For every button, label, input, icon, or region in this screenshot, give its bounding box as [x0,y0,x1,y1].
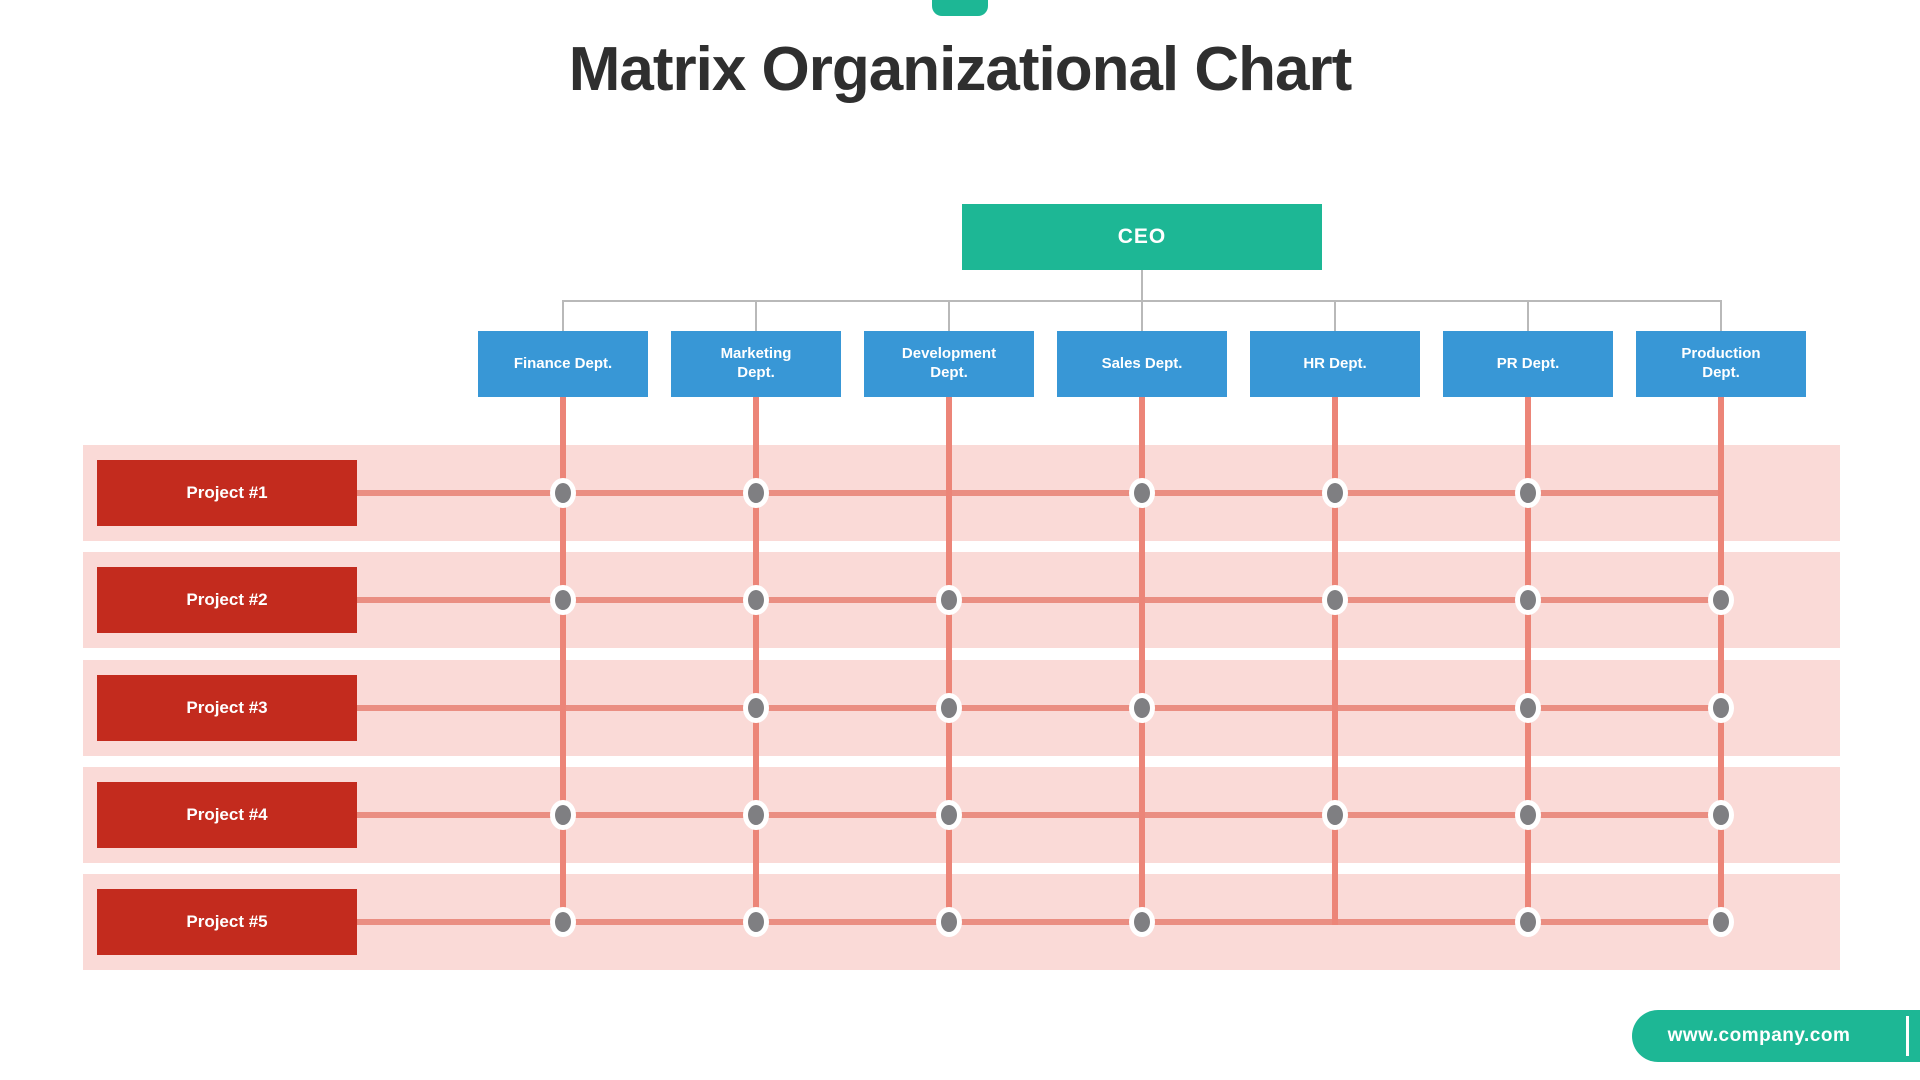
project-row-line-5 [357,919,1724,925]
assignment-dot [743,693,769,723]
pill-divider [1906,1016,1909,1056]
assignment-dot [1322,800,1348,830]
assignment-dot [550,478,576,508]
project-node-5: Project #5 [97,889,357,955]
dept-stub-line-2 [755,300,757,331]
project-node-3: Project #3 [97,675,357,741]
assignment-dot [1129,478,1155,508]
project-row-line-1 [357,490,1724,496]
project-node-4: Project #4 [97,782,357,848]
project-node-1: Project #1 [97,460,357,526]
ceo-node: CEO [962,204,1322,270]
dept-column-line-7 [1718,397,1724,925]
assignment-dot [550,907,576,937]
assignment-dot [1322,478,1348,508]
top-accent-notch [932,0,988,16]
assignment-dot [1708,693,1734,723]
dept-stub-line-4 [1141,300,1143,331]
dept-node-5: HR Dept. [1250,331,1420,397]
project-row-line-2 [357,597,1724,603]
assignment-dot [936,907,962,937]
page-title: Matrix Organizational Chart [568,35,1353,104]
assignment-dot [936,585,962,615]
assignment-dot [1708,585,1734,615]
dept-stub-line-6 [1527,300,1529,331]
assignment-dot [1515,585,1541,615]
assignment-dot [743,800,769,830]
assignment-dot [1515,478,1541,508]
dept-column-line-4 [1139,397,1145,925]
dept-node-4: Sales Dept. [1057,331,1227,397]
ceo-connector-line [1141,270,1143,302]
assignment-dot [936,693,962,723]
assignment-dot [743,585,769,615]
assignment-dot [1515,693,1541,723]
assignment-dot [743,478,769,508]
assignment-dot [1129,693,1155,723]
dept-node-3: Development Dept. [864,331,1034,397]
assignment-dot [1129,907,1155,937]
website-pill[interactable]: www.company.com [1632,1010,1920,1062]
project-row-line-4 [357,812,1724,818]
assignment-dot [1708,800,1734,830]
assignment-dot [743,907,769,937]
dept-node-2: Marketing Dept. [671,331,841,397]
assignment-dot [1515,800,1541,830]
dept-column-line-1 [560,397,566,925]
assignment-dot [1515,907,1541,937]
assignment-dot [550,585,576,615]
assignment-dot [936,800,962,830]
dept-stub-line-5 [1334,300,1336,331]
website-label: www.company.com [1667,1025,1851,1046]
dept-node-6: PR Dept. [1443,331,1613,397]
assignment-dot [550,800,576,830]
assignment-dot [1708,907,1734,937]
dept-column-line-2 [753,397,759,925]
dept-node-7: Production Dept. [1636,331,1806,397]
dept-column-line-3 [946,397,952,925]
dept-stub-line-1 [562,300,564,331]
project-row-line-3 [357,705,1724,711]
dept-stub-line-3 [948,300,950,331]
dept-stub-line-7 [1720,300,1722,331]
dept-node-1: Finance Dept. [478,331,648,397]
project-node-2: Project #2 [97,567,357,633]
assignment-dot [1322,585,1348,615]
dept-column-line-5 [1332,397,1338,925]
dept-column-line-6 [1525,397,1531,925]
